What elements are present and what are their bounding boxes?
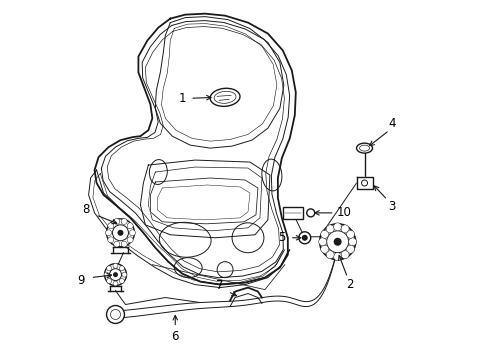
Ellipse shape (210, 88, 240, 106)
Text: 2: 2 (345, 278, 353, 291)
Circle shape (341, 225, 348, 233)
Circle shape (298, 232, 310, 244)
Circle shape (325, 251, 333, 259)
Text: 7: 7 (216, 279, 224, 292)
Text: 3: 3 (387, 201, 394, 213)
Circle shape (106, 306, 124, 323)
Circle shape (122, 272, 127, 277)
Circle shape (341, 251, 348, 259)
Ellipse shape (356, 143, 372, 153)
Circle shape (121, 219, 127, 224)
Polygon shape (150, 178, 258, 224)
Circle shape (325, 225, 333, 233)
Circle shape (333, 253, 341, 261)
Circle shape (106, 266, 111, 271)
Circle shape (104, 264, 126, 285)
Circle shape (114, 219, 120, 224)
Circle shape (119, 279, 124, 283)
Circle shape (333, 238, 341, 246)
Circle shape (301, 235, 307, 241)
Text: 8: 8 (82, 203, 89, 216)
Circle shape (113, 281, 118, 286)
Text: 10: 10 (335, 206, 350, 219)
Circle shape (114, 241, 120, 247)
Circle shape (306, 209, 314, 217)
Circle shape (320, 245, 328, 253)
Text: 6: 6 (171, 330, 179, 343)
Text: 9: 9 (77, 274, 84, 287)
Text: 1: 1 (178, 92, 185, 105)
Circle shape (121, 241, 127, 247)
Circle shape (104, 272, 109, 277)
Circle shape (113, 272, 118, 277)
Circle shape (106, 219, 134, 247)
Circle shape (346, 245, 354, 253)
Circle shape (318, 238, 326, 246)
Circle shape (107, 223, 114, 229)
Circle shape (127, 237, 133, 243)
Circle shape (127, 223, 133, 229)
Circle shape (348, 238, 356, 246)
Circle shape (119, 266, 124, 271)
Circle shape (333, 223, 341, 231)
Circle shape (107, 237, 114, 243)
Circle shape (117, 230, 123, 236)
Bar (282, 207, 302, 219)
Circle shape (319, 224, 355, 260)
Text: 5: 5 (278, 231, 285, 244)
Circle shape (129, 230, 135, 236)
Text: 4: 4 (388, 117, 395, 130)
Circle shape (106, 279, 111, 283)
Polygon shape (356, 177, 372, 189)
Circle shape (105, 230, 111, 236)
Circle shape (346, 230, 354, 238)
Circle shape (320, 230, 328, 238)
Circle shape (113, 263, 118, 268)
